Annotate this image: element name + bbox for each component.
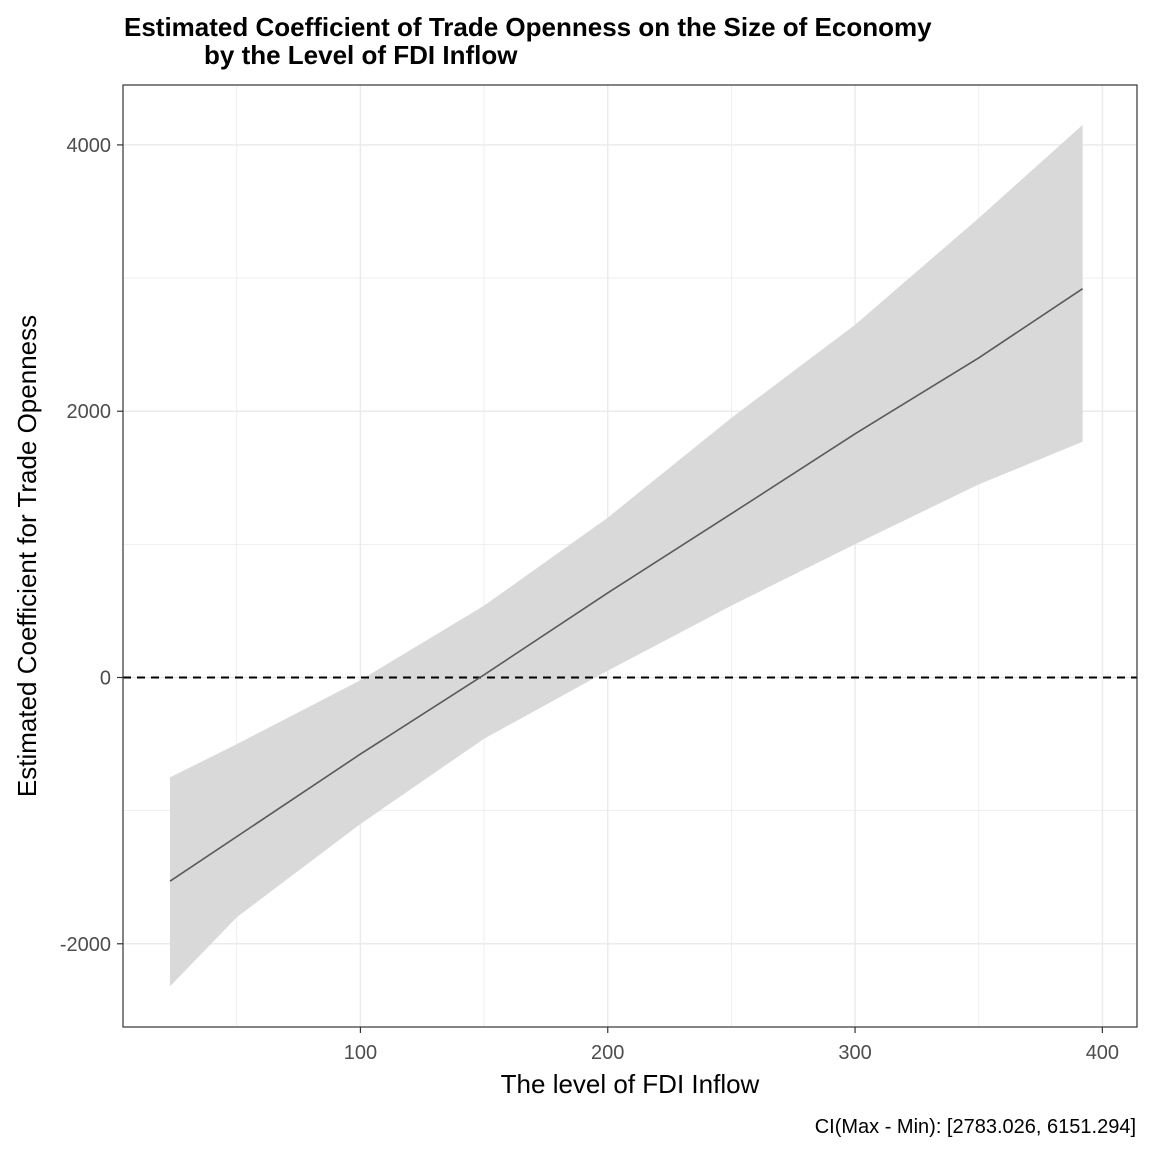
y-axis-title: Estimated Coefficient for Trade Openness [12, 315, 42, 797]
chart-title-line-1: Estimated Coefficient of Trade Openness … [124, 12, 932, 42]
y-axis: -2000 0 2000 4000 [60, 135, 123, 956]
panel-border [122, 84, 1138, 1028]
confidence-band [170, 124, 1083, 987]
chart-title-line-2: by the Level of FDI Inflow [204, 40, 518, 70]
y-tick-label: 2000 [67, 401, 112, 423]
x-axis-title: The level of FDI Inflow [501, 1069, 760, 1099]
x-tick-label: 200 [591, 1042, 624, 1064]
estimate-line [169, 288, 1084, 882]
y-tick-label: -2000 [60, 934, 111, 956]
y-tick-label: 0 [100, 667, 111, 689]
y-tick-label: 4000 [67, 135, 112, 157]
x-tick-label: 400 [1086, 1042, 1119, 1064]
x-tick-label: 300 [838, 1042, 871, 1064]
chart-caption: CI(Max - Min): [2783.026, 6151.294] [815, 1116, 1136, 1138]
x-axis: 100 200 300 400 [344, 1027, 1119, 1064]
x-tick-label: 100 [344, 1042, 377, 1064]
